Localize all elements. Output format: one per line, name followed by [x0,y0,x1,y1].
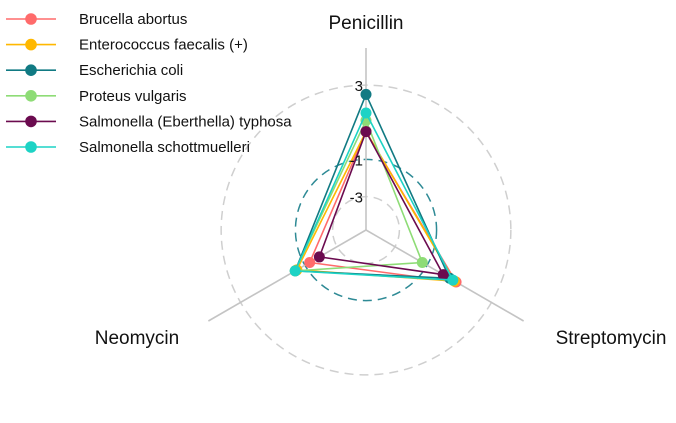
data-point-5-0 [360,107,372,119]
data-point-2-0 [360,88,372,100]
series-line-5 [293,111,455,281]
series-4 [313,126,449,281]
legend-item-4: Salmonella (Eberthella) typhosa [6,113,292,130]
tick-label-2: -3 [350,190,363,207]
legend-label-1: Enterococcus faecalis (+) [79,37,248,54]
series-line-2 [294,92,451,280]
legend-marker-1 [25,38,37,51]
series-line-4 [318,129,445,276]
legend-label-5: Salmonella schottmuelleri [79,139,250,156]
radar-tick-labels: 3 -1 -3 [350,78,363,206]
radar-series [289,88,462,288]
legend-marker-4 [25,115,37,128]
legend-label-0: Brucella abortus [79,11,187,28]
legend-label-4: Salmonella (Eberthella) typhosa [79,113,292,130]
axis-spoke-neomycin [207,229,367,322]
data-point-5-2 [289,265,301,277]
chart-legend: Brucella abortus Enterococcus faecalis (+… [6,11,292,156]
series-line-3 [293,118,424,272]
legend-item-1: Enterococcus faecalis (+) [6,37,248,54]
legend-item-0: Brucella abortus [6,11,187,28]
radar-axis-labels: Penicillin Streptomycin Neomycin [95,13,667,349]
legend-marker-3 [25,90,37,102]
axis-label-penicillin: Penicillin [329,13,404,34]
legend-item-2: Escherichia coli [6,62,183,79]
legend-label-3: Proteus vulgaris [79,88,187,105]
tick-label-1: -1 [350,152,363,169]
legend-marker-5 [25,141,37,153]
legend-item-3: Proteus vulgaris [6,88,187,105]
data-point-4-0 [360,126,372,138]
data-point-4-1 [437,269,449,281]
legend-label-2: Escherichia coli [79,62,183,79]
data-point-5-1 [447,274,459,286]
series-5 [289,107,459,286]
data-point-0-2 [304,257,316,268]
tick-label-0: 3 [355,78,363,95]
legend-item-5: Salmonella schottmuelleri [6,139,250,156]
axis-label-neomycin: Neomycin [95,328,179,349]
legend-marker-0 [25,13,37,25]
data-point-4-2 [313,251,325,263]
axis-label-streptomycin: Streptomycin [556,328,667,349]
legend-marker-2 [25,64,37,76]
data-point-3-1 [416,257,428,268]
